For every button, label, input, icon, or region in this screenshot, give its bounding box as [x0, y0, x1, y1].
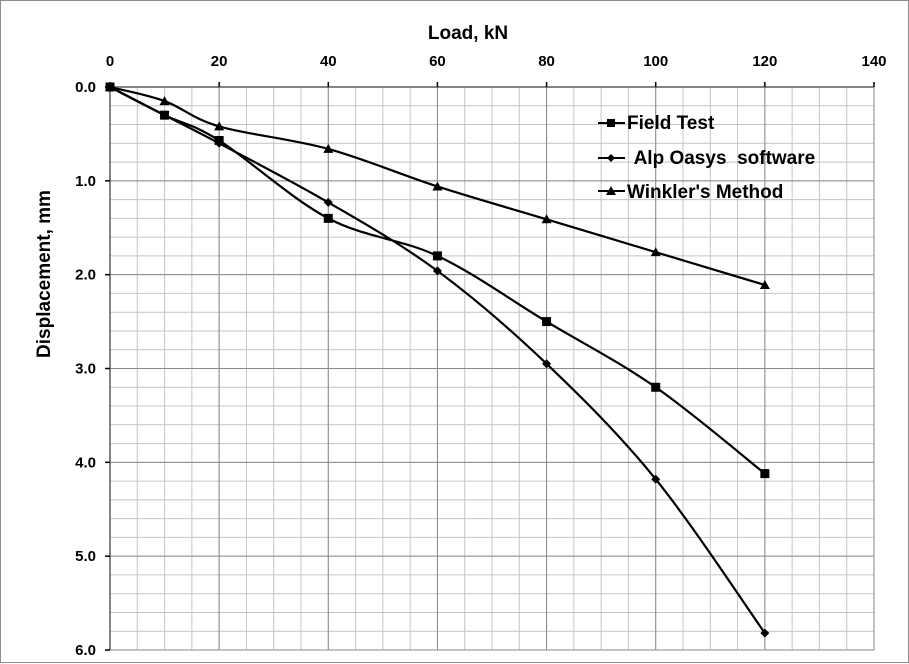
alp-oasys-point	[651, 474, 661, 484]
winkler-point	[759, 279, 770, 289]
legend-item-alp-oasys: Alp Oasys software	[598, 148, 815, 169]
legend: Field Test Alp Oasys software Winkler's …	[598, 113, 815, 203]
winkler-point	[214, 121, 225, 131]
winkler-point	[650, 247, 661, 257]
y-tick-label: 1.0	[75, 173, 96, 190]
x-tick-label: 140	[861, 53, 886, 70]
legend-label-winkler: Winkler's Method	[627, 182, 783, 203]
y-tick-label: 2.0	[75, 267, 96, 284]
x-tick-label: 100	[643, 53, 668, 70]
field-test-point	[323, 213, 333, 223]
alp-oasys-point	[214, 138, 224, 148]
winkler-point	[105, 82, 115, 91]
winkler-point	[541, 214, 552, 224]
alp-oasys-point	[760, 628, 770, 638]
x-tick-label: 120	[752, 53, 777, 70]
legend-marker-square	[607, 119, 615, 127]
x-tick-labels: 0 20 40 60 80 100 120 140	[106, 53, 887, 70]
x-tick-label: 40	[320, 53, 337, 70]
legend-label-alp-oasys: Alp Oasys software	[629, 148, 815, 169]
axes	[105, 82, 875, 651]
alp-oasys-point	[432, 266, 442, 276]
winkler-point	[159, 96, 170, 106]
y-tick-labels: 0.0 1.0 2.0 3.0 4.0 5.0 6.0	[75, 79, 96, 659]
field-test-point	[432, 251, 442, 261]
y-tick-label: 0.0	[75, 79, 96, 96]
field-test-point	[651, 382, 661, 392]
x-tick-label: 20	[211, 53, 228, 70]
field-test-point	[760, 469, 770, 479]
x-axis-title: Load, kN	[428, 23, 508, 44]
legend-label-field-test: Field Test	[627, 113, 715, 134]
alp-oasys-point	[323, 197, 333, 207]
series-layer	[105, 82, 770, 638]
series-winkler	[105, 82, 770, 289]
x-tick-label: 80	[538, 53, 555, 70]
y-axis-title: Displacement, mm	[34, 190, 55, 358]
legend-item-field-test: Field Test	[598, 113, 715, 134]
x-tick-label: 0	[106, 53, 114, 70]
legend-marker-diamond	[607, 154, 615, 162]
x-tick-label: 60	[429, 53, 446, 70]
winkler-point	[432, 181, 443, 191]
field-test-point	[542, 317, 552, 327]
y-tick-label: 5.0	[75, 548, 96, 565]
winkler-point	[323, 143, 334, 153]
legend-marker-triangle	[606, 186, 616, 195]
alp-oasys-point	[160, 110, 170, 120]
legend-item-winkler: Winkler's Method	[598, 182, 783, 203]
alp-oasys-point	[542, 359, 552, 369]
y-tick-label: 6.0	[75, 642, 96, 659]
y-tick-label: 4.0	[75, 454, 96, 471]
y-tick-label: 3.0	[75, 361, 96, 378]
